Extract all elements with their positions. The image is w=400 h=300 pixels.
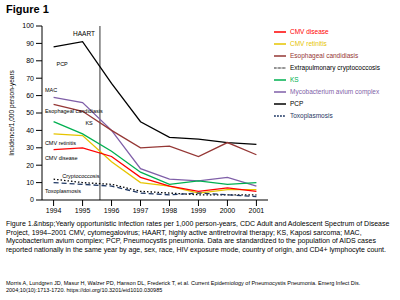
html-text:Figure 1.&nbsp;Yearly opportun: Figure 1.&nbsp;Yearly opportunistic infe… — [6, 220, 390, 253]
html-text:KS: KS — [290, 75, 299, 83]
svg-text:2001: 2001 — [249, 207, 265, 214]
html-text:PCP: PCP — [290, 99, 304, 107]
svg-text:Toxoplasmosis: Toxoplasmosis — [45, 188, 81, 194]
svg-text:1995: 1995 — [75, 207, 91, 214]
svg-text:MAC: MAC — [45, 87, 57, 93]
svg-text:10: 10 — [26, 179, 34, 186]
svg-text:0: 0 — [30, 196, 34, 203]
html-text:Morris A, Lundgren JD, Masur H: Morris A, Lundgren JD, Masur H, Walzer P… — [6, 280, 361, 293]
svg-text:80: 80 — [26, 57, 34, 64]
svg-text:30: 30 — [26, 144, 34, 151]
svg-text:70: 70 — [26, 75, 34, 82]
svg-text:CMV retinitis: CMV retinitis — [45, 140, 76, 146]
html-text:Mycobacterium avium complex: Mycobacterium avium complex — [290, 87, 380, 95]
svg-text:Incidence/1,000 person-years: Incidence/1,000 person-years — [8, 69, 16, 155]
svg-text:Esophageal candidiasis: Esophageal candidiasis — [45, 108, 103, 114]
html-text:Extrapulmonary cryptococcosis: Extrapulmonary cryptococcosis — [290, 63, 380, 71]
html-text:CMV disease: CMV disease — [290, 27, 329, 35]
svg-text:1994: 1994 — [46, 207, 62, 214]
svg-text:CMV disease: CMV disease — [45, 155, 78, 161]
html-text:CMV retinitis: CMV retinitis — [290, 39, 327, 47]
svg-text:1998: 1998 — [162, 207, 178, 214]
svg-text:2000: 2000 — [220, 207, 236, 214]
svg-text:Cryptococcosis: Cryptococcosis — [62, 173, 100, 179]
svg-text:1999: 1999 — [191, 207, 207, 214]
svg-text:HAART: HAART — [73, 30, 95, 37]
svg-text:1997: 1997 — [133, 207, 149, 214]
html-text:Esophageal candidiasis: Esophageal candidiasis — [290, 51, 359, 59]
svg-text:40: 40 — [26, 127, 34, 134]
svg-text:1996: 1996 — [104, 207, 120, 214]
svg-text:60: 60 — [26, 92, 34, 99]
svg-text:50: 50 — [26, 109, 34, 116]
svg-text:KS: KS — [85, 120, 93, 126]
svg-text:20: 20 — [26, 162, 34, 169]
svg-text:90: 90 — [26, 40, 34, 47]
svg-text:PCP: PCP — [56, 61, 68, 67]
html-text:Figure 1: Figure 1 — [6, 3, 49, 15]
html-text:Toxoplasmosis: Toxoplasmosis — [290, 111, 333, 119]
svg-text:100: 100 — [22, 22, 34, 29]
